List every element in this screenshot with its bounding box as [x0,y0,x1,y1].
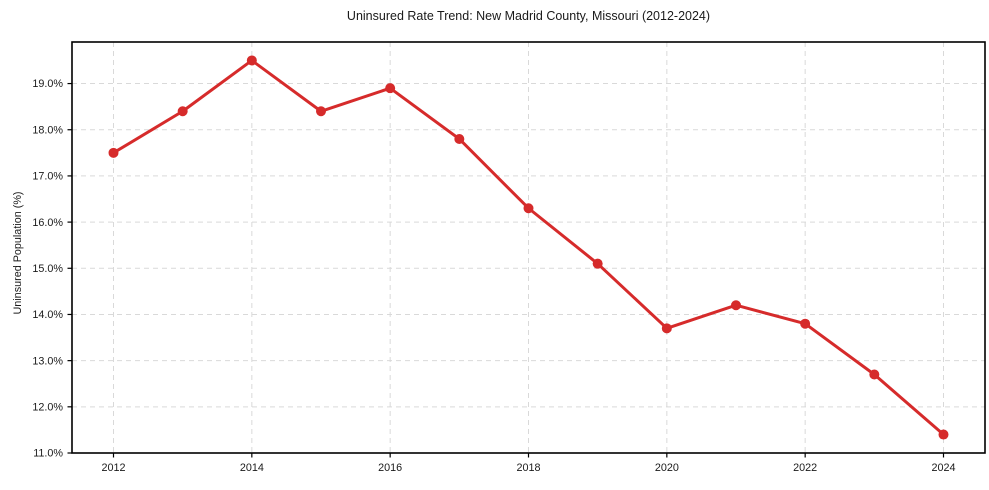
data-point [454,133,465,144]
y-tick-label: 15.0% [32,263,63,275]
data-point [246,55,257,66]
data-point [108,147,119,158]
data-point [800,318,811,329]
x-tick-label: 2012 [101,462,125,474]
data-point [938,429,949,440]
data-point [731,300,741,311]
chart-title: Uninsured Rate Trend: New Madrid County,… [346,9,711,23]
data-point [523,203,534,214]
x-tick-label: 2024 [931,462,955,474]
x-tick-label: 2020 [655,462,679,474]
x-tick-label: 2022 [793,462,817,474]
x-tick-label: 2014 [240,462,264,474]
data-point [385,83,396,94]
x-tick-label: 2018 [516,462,540,474]
data-point [592,258,603,269]
y-tick-label: 13.0% [32,355,63,367]
data-point [316,106,326,117]
data-point [661,323,672,334]
y-tick-label: 19.0% [32,78,63,90]
y-tick-label: 11.0% [33,448,63,460]
y-axis-label: Uninsured Population (%) [12,191,24,315]
y-tick-label: 17.0% [32,171,63,183]
data-point [177,106,188,117]
data-point [869,369,880,380]
y-tick-label: 16.0% [32,217,63,229]
x-tick-label: 2016 [378,462,402,474]
y-tick-label: 12.0% [32,401,63,413]
y-tick-label: 18.0% [32,124,63,136]
y-tick-label: 14.0% [32,309,63,321]
plot-border [71,41,986,454]
